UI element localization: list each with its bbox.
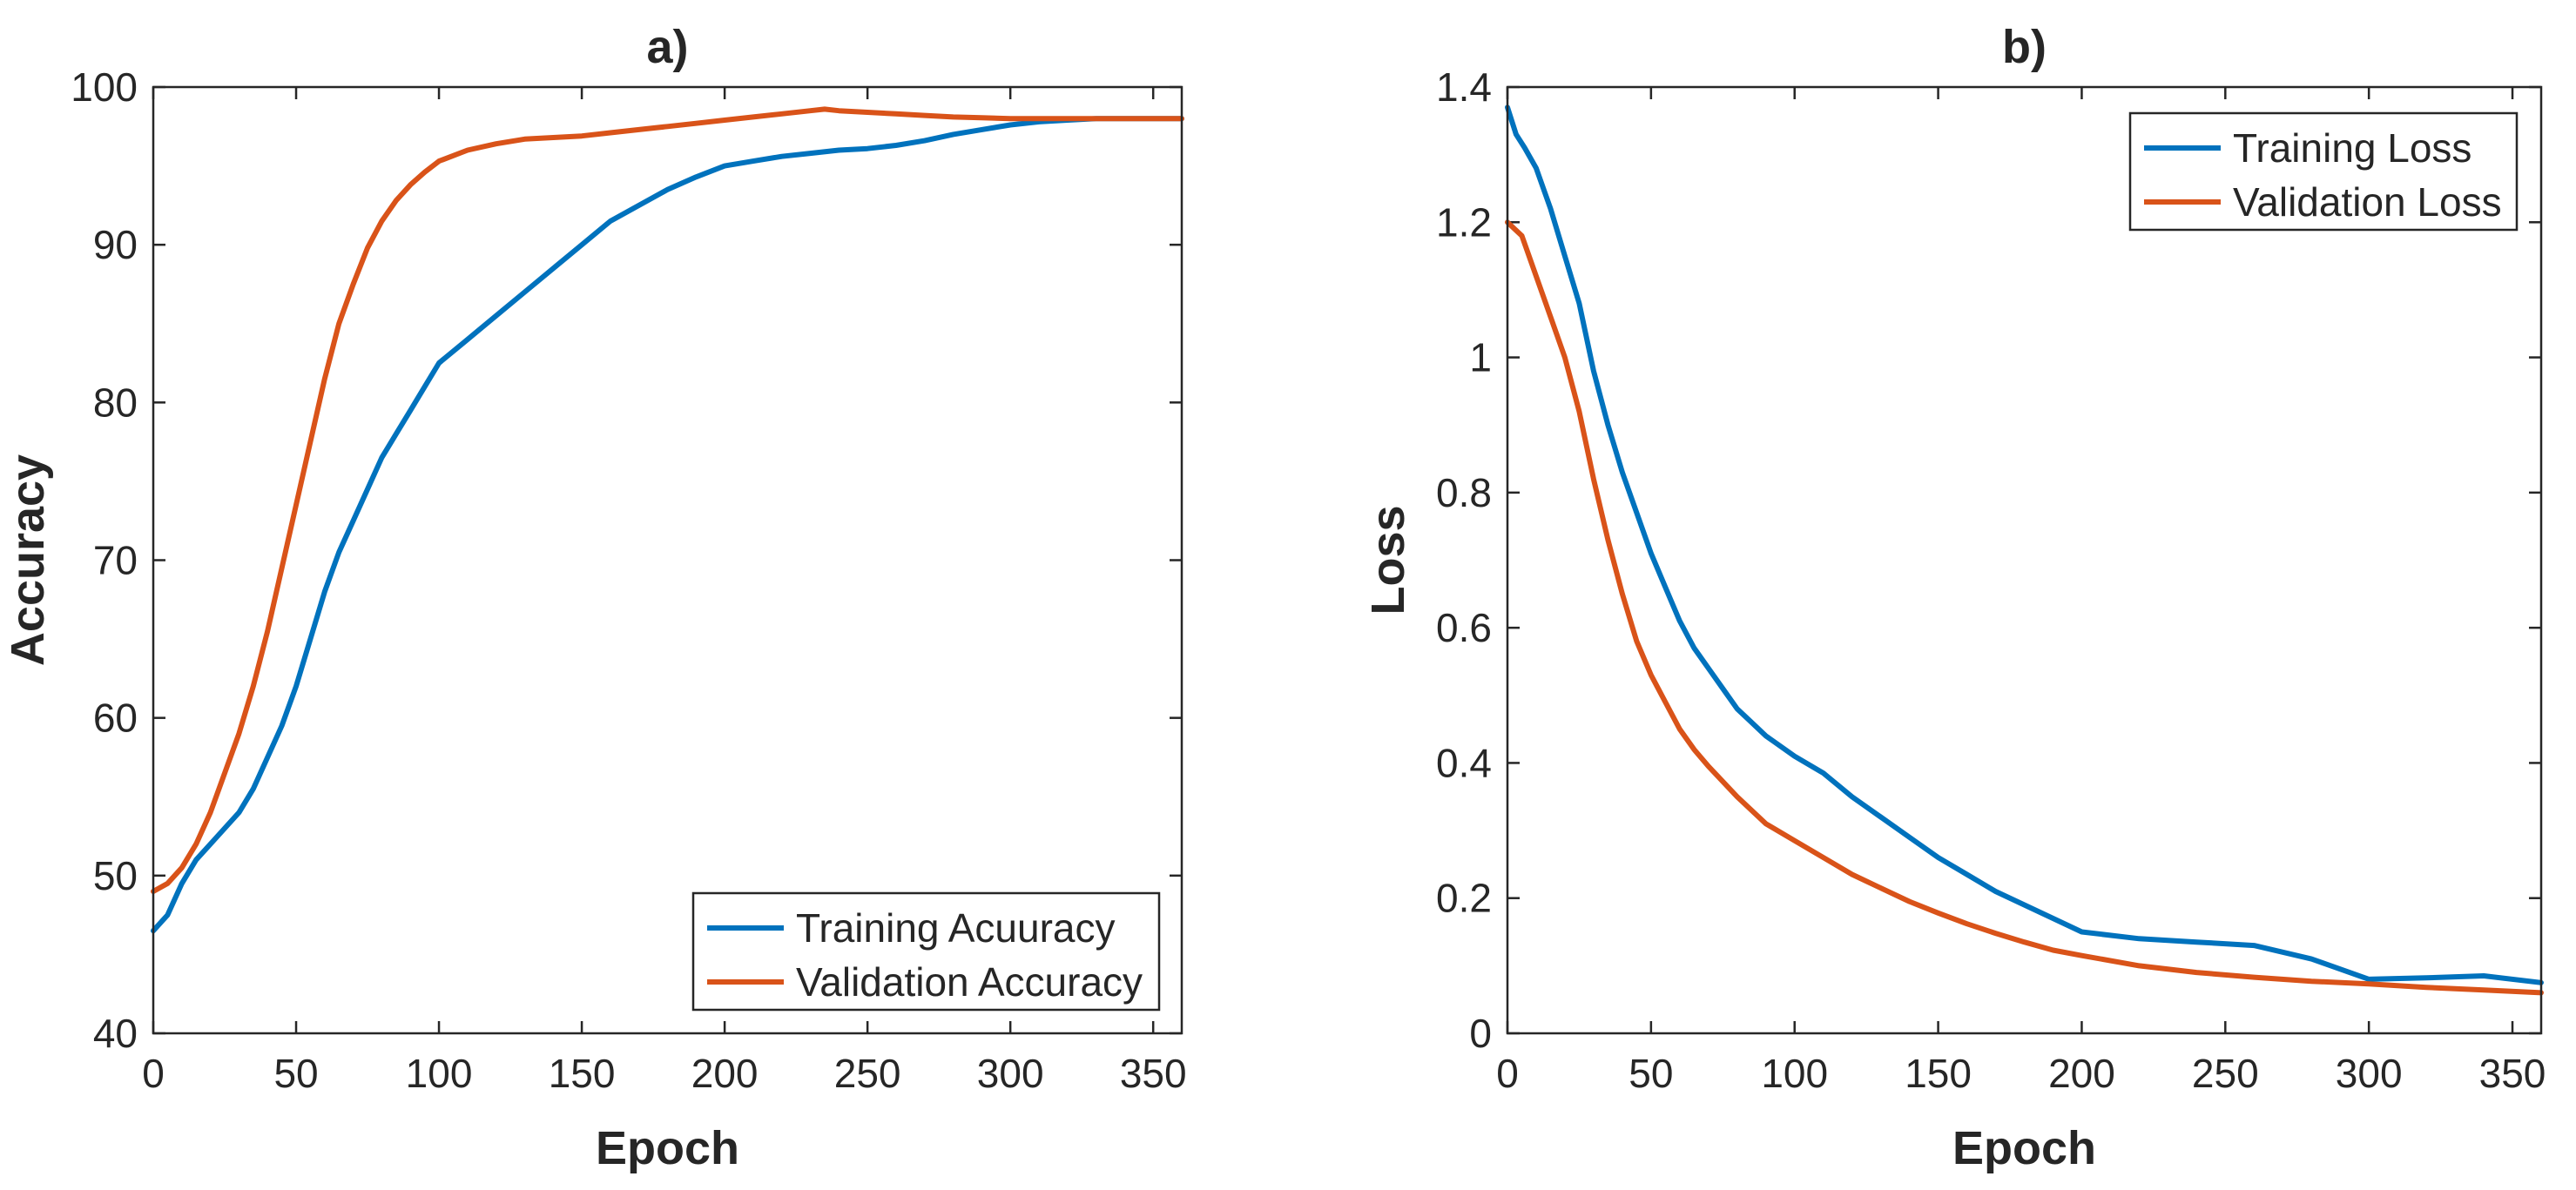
series-line-training-acuuracy bbox=[151, 116, 1184, 934]
panel-a-ticks: 0 50 100 150 200 250 300 350 40 50 60 70 80 90 100 bbox=[71, 64, 1186, 1096]
panel-b-xtick-label: 50 bbox=[1629, 1051, 1673, 1096]
panel-b-ytick-label: 1.2 bbox=[1436, 199, 1492, 245]
panel-a-ytick-label: 50 bbox=[93, 853, 138, 898]
panel-a-legend-box bbox=[691, 891, 1161, 1012]
panel-b-ytick-label: 1.4 bbox=[1436, 64, 1492, 110]
panel-a-xtick-label: 100 bbox=[406, 1051, 473, 1096]
panel-b-ytick-label: 1 bbox=[1469, 335, 1492, 380]
panel-a-ytick-label: 80 bbox=[93, 380, 138, 425]
panel-a-ytick-label: 70 bbox=[93, 538, 138, 583]
panel-a-xtick-label: 300 bbox=[977, 1051, 1044, 1096]
series-line-validation-loss bbox=[1505, 219, 2544, 996]
panel-a-ylabel: Accuracy bbox=[2, 454, 54, 666]
panel-b-xtick-label: 0 bbox=[1496, 1051, 1519, 1096]
panel-b-xtick-label: 100 bbox=[1761, 1051, 1828, 1096]
panel-a-xtick-label: 0 bbox=[142, 1051, 165, 1096]
panel-a-ytick-label: 40 bbox=[93, 1011, 138, 1056]
panel-b-ytick-label: 0.4 bbox=[1436, 740, 1492, 785]
legend-label-training-accuracy: Training Acuuracy bbox=[796, 905, 1115, 951]
legend-label-training-loss: Training Loss bbox=[2233, 125, 2471, 171]
panel-b-ytick-label: 0.8 bbox=[1436, 470, 1492, 515]
panel-a-xtick-label: 50 bbox=[273, 1051, 318, 1096]
panel-a-xtick-label: 200 bbox=[691, 1051, 759, 1096]
panel-b-ylabel: Loss bbox=[1362, 505, 1414, 615]
legend-label-validation-loss: Validation Loss bbox=[2233, 179, 2502, 225]
panel-b-legend-box bbox=[2128, 111, 2519, 232]
panel-a-series bbox=[151, 106, 1184, 934]
series-line-validation-accuracy bbox=[151, 106, 1184, 894]
panel-b-xtick-label: 200 bbox=[2048, 1051, 2115, 1096]
legend-label-validation-accuracy: Validation Accuracy bbox=[796, 959, 1143, 1005]
panel-b-xtick-label: 300 bbox=[2336, 1051, 2403, 1096]
panel-a-xtick-label: 150 bbox=[549, 1051, 616, 1096]
panel-b-xtick-label: 150 bbox=[1905, 1051, 1972, 1096]
panel-b-ytick-label: 0 bbox=[1469, 1011, 1492, 1056]
panel-b-frame bbox=[1506, 85, 2543, 1035]
panel-a-title: a) bbox=[646, 21, 688, 73]
panel-a-xtick-label: 250 bbox=[834, 1051, 901, 1096]
panel-b-title: b) bbox=[2002, 21, 2047, 73]
loss-panel: b) Epoch Loss 0 50 100 150 200 250 300 35000.20… bbox=[1362, 21, 2546, 1174]
panel-a-ytick-label: 60 bbox=[93, 696, 138, 741]
panel-b-xlabel: Epoch bbox=[1952, 1122, 2096, 1174]
panel-a-frame bbox=[152, 85, 1183, 1035]
series-line-training-loss bbox=[1505, 104, 2544, 985]
panel-a-xtick-label: 350 bbox=[1120, 1051, 1187, 1096]
panel-b-legend: Training Loss Validation Loss bbox=[2128, 111, 2519, 232]
panel-a-legend: Training Acuuracy Validation Accuracy bbox=[691, 891, 1161, 1012]
panel-a-ytick-label: 90 bbox=[93, 222, 138, 267]
accuracy-panel: a) Epoch Accuracy 0 50 100 150 200 250 300 350 4… bbox=[2, 21, 1187, 1174]
panel-b-xtick-label: 250 bbox=[2192, 1051, 2259, 1096]
panel-b-ytick-label: 0.6 bbox=[1436, 605, 1492, 650]
panel-b-xtick-label: 350 bbox=[2479, 1051, 2546, 1096]
panel-a-xlabel: Epoch bbox=[596, 1122, 739, 1174]
panel-b-ticks: 0 50 100 150 200 250 300 350 0 0.2 0.4 0.6 0.8 1 1.2 1.… bbox=[1436, 64, 2546, 1096]
panel-b-series bbox=[1505, 104, 2544, 996]
panel-b-ytick-label: 0.2 bbox=[1436, 876, 1492, 921]
panel-a-ytick-label: 100 bbox=[71, 64, 138, 110]
